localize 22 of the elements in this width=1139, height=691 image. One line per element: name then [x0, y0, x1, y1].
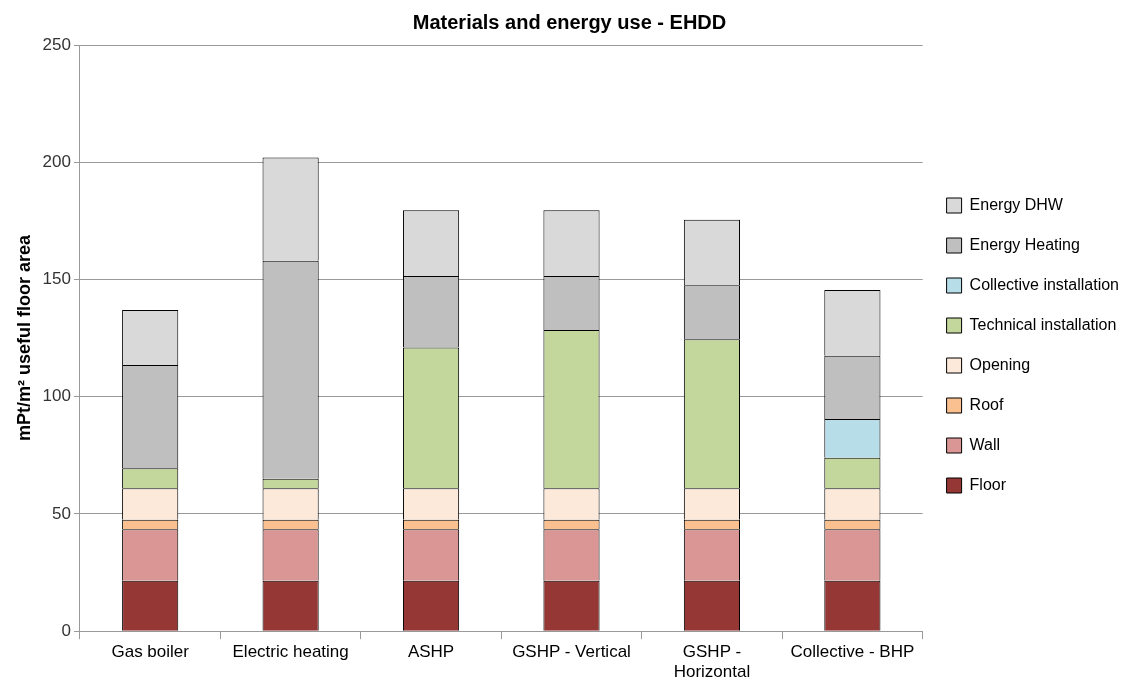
legend-label: Technical installation: [969, 315, 1117, 333]
x-tick-label: ASHP: [407, 642, 455, 662]
x-tick-label: Gas boiler: [111, 642, 190, 662]
legend-label: Energy Heating: [969, 235, 1080, 253]
y-tick-label: 200: [42, 151, 71, 171]
y-tick-label: 250: [42, 34, 71, 54]
y-tick-label: 100: [42, 386, 71, 406]
legend-label: Floor: [969, 475, 1007, 493]
chart-title: Materials and energy use - EHDD: [412, 10, 727, 33]
y-tick-label: 0: [61, 620, 71, 640]
y-tick-label: 150: [42, 269, 71, 289]
x-tick-label: Electric heating: [232, 642, 349, 662]
y-tick-label: 50: [52, 503, 71, 523]
legend-label: Roof: [969, 395, 1004, 413]
legend-label: Collective installation: [969, 275, 1119, 293]
legend-label: Wall: [969, 435, 1001, 453]
x-tick-label: Collective - BHP: [790, 642, 915, 662]
y-axis-title: mPt/m² useful floor area: [13, 234, 34, 442]
legend-label: Energy DHW: [969, 195, 1064, 213]
x-tick-label: GSHP - Vertical: [512, 642, 631, 662]
x-tick-label: GSHP - Horizontal: [673, 642, 751, 682]
legend-label: Opening: [969, 355, 1031, 373]
